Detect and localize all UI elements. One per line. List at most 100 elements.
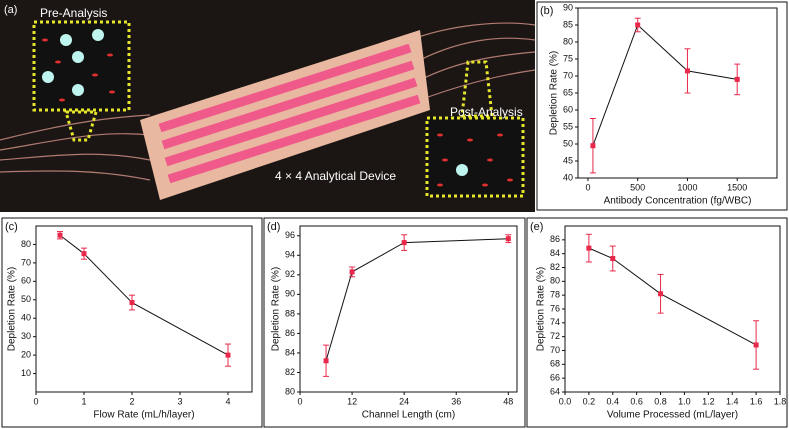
y-tick-label: 94 <box>285 250 295 260</box>
y-tick-label: 20 <box>21 349 31 359</box>
x-tick-label: 24 <box>399 396 409 406</box>
marker <box>505 236 511 242</box>
cables <box>0 22 536 181</box>
x-tick-label: 36 <box>451 396 461 406</box>
y-tick-label: 30 <box>21 331 31 341</box>
y-tick-label: 90 <box>285 289 295 299</box>
y-tick-label: 76 <box>550 303 560 313</box>
marker <box>401 240 407 246</box>
panel-frame <box>526 217 788 428</box>
y-tick-label: 70 <box>21 257 31 267</box>
x-tick-label: 1.2 <box>702 396 715 406</box>
data-line <box>592 24 738 146</box>
y-tick-label: 80 <box>21 239 31 249</box>
y-tick-label: 64 <box>550 386 560 396</box>
y-tick-label: 85 <box>563 19 573 29</box>
y-tick-label: 72 <box>550 331 560 341</box>
y-tick-label: 86 <box>550 234 560 244</box>
panel-frame <box>263 217 526 428</box>
y-tick-label: 68 <box>550 359 560 369</box>
x-tick-label: 1.4 <box>726 396 739 406</box>
y-tick-label: 45 <box>563 155 573 165</box>
y-tick-label: 80 <box>563 36 573 46</box>
panel-label: (b) <box>540 5 553 17</box>
y-tick-label: 40 <box>21 313 31 323</box>
x-tick-label: 0.6 <box>630 396 643 406</box>
marker <box>684 68 690 74</box>
y-axis-title: Depletion Rate (%) <box>7 267 18 351</box>
panel-frame <box>1 217 263 428</box>
y-tick-label: 80 <box>285 386 295 396</box>
marker <box>753 342 759 348</box>
panel-label: (a) <box>4 4 17 16</box>
marker <box>349 269 355 275</box>
x-tick-label: 0.4 <box>607 396 620 406</box>
y-tick-label: 60 <box>21 276 31 286</box>
y-tick-label: 50 <box>21 294 31 304</box>
device-body <box>140 30 430 200</box>
plot-frame <box>299 225 518 393</box>
y-tick-label: 78 <box>550 290 560 300</box>
photo-caption: 4 × 4 Analytical Device <box>275 169 396 183</box>
y-tick-label: 96 <box>285 230 295 240</box>
y-tick-label: 92 <box>285 269 295 279</box>
marker <box>586 245 592 251</box>
marker <box>129 300 135 306</box>
y-axis-title: Depletion Rate (%) <box>549 51 560 135</box>
y-tick-label: 84 <box>550 248 560 258</box>
x-tick-label: 0 <box>33 396 38 406</box>
marker <box>610 256 616 262</box>
data-line <box>59 234 229 356</box>
y-tick-label: 75 <box>563 53 573 63</box>
y-tick-label: 82 <box>550 262 560 272</box>
x-tick-label: 1 <box>81 396 86 406</box>
plot-frame <box>35 225 253 393</box>
plot-frame <box>577 7 778 179</box>
x-tick-label: 1.0 <box>678 396 691 406</box>
x-tick-label: 0.0 <box>559 396 572 406</box>
y-tick-label: 40 <box>563 172 573 182</box>
y-tick-label: 50 <box>563 138 573 148</box>
y-tick-label: 55 <box>563 121 573 131</box>
y-tick-label: 70 <box>563 70 573 80</box>
marker <box>590 143 596 149</box>
marker <box>323 358 329 364</box>
x-tick-label: 1.6 <box>750 396 763 406</box>
marker <box>635 22 641 28</box>
y-axis-title: Depletion Rate (%) <box>536 267 547 351</box>
channels <box>158 43 421 184</box>
y-axis-title: Depletion Rate (%) <box>271 267 282 351</box>
marker <box>57 232 63 238</box>
x-tick-label: 0.8 <box>654 396 667 406</box>
inset-title: Post-Analysis <box>450 105 523 119</box>
y-tick-label: 86 <box>285 328 295 338</box>
y-tick-label: 88 <box>285 308 295 318</box>
photo: (a) Pre-Analysis Post-Analysis 4 × 4 Ana… <box>0 0 536 212</box>
inset-post <box>425 60 525 198</box>
y-tick-label: 65 <box>563 87 573 97</box>
y-tick-label: 66 <box>550 373 560 383</box>
panel-frame <box>536 1 788 211</box>
x-tick-label: 0.2 <box>583 396 596 406</box>
x-tick-label: 1500 <box>727 182 747 192</box>
x-tick-label: 12 <box>347 396 357 406</box>
marker <box>225 352 231 358</box>
x-tick-label: 0 <box>297 396 302 406</box>
y-tick-label: 90 <box>563 2 573 12</box>
y-tick-label: 84 <box>285 347 295 357</box>
panel-label: (c) <box>5 221 18 233</box>
x-tick-label: 3 <box>177 396 182 406</box>
y-tick-label: 80 <box>550 276 560 286</box>
x-tick-label: 1.8 <box>774 396 787 406</box>
x-axis-title: Antibody Concentration (fg/WBC) <box>604 196 752 207</box>
x-tick-label: 0 <box>585 182 590 192</box>
x-tick-label: 500 <box>630 182 645 192</box>
inset-title: Pre-Analysis <box>40 6 107 20</box>
x-tick-label: 48 <box>503 396 513 406</box>
marker <box>658 291 664 297</box>
marker <box>81 251 87 257</box>
y-tick-label: 74 <box>550 317 560 327</box>
marker <box>734 76 740 82</box>
data-line <box>325 238 509 361</box>
